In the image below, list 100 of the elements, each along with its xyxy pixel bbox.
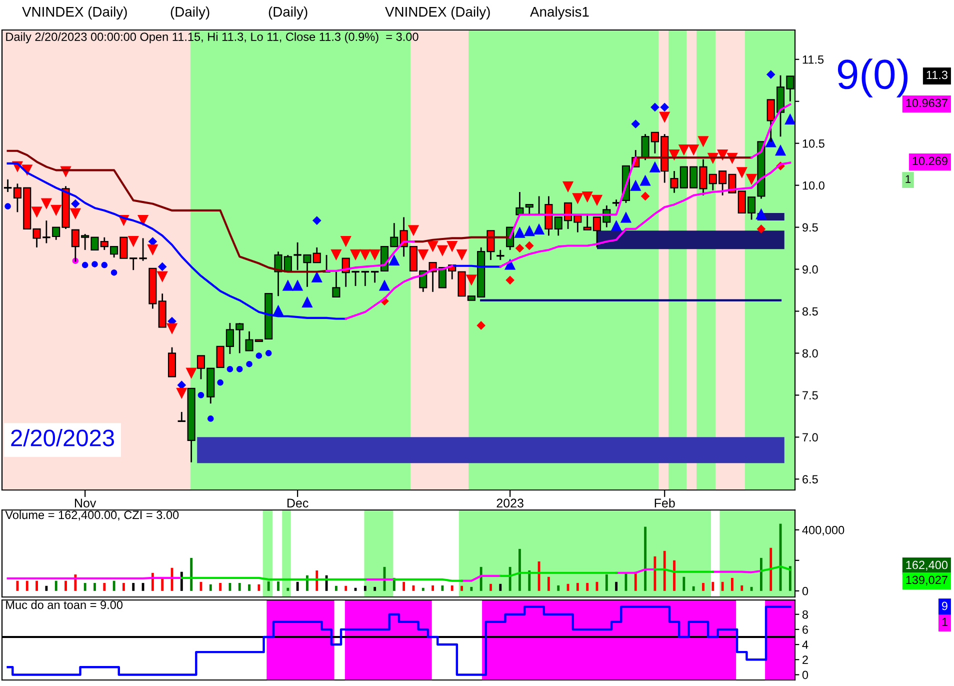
- point: [226, 366, 234, 372]
- point: [620, 212, 632, 223]
- bar: [770, 548, 772, 591]
- chart-title: Daily 2/20/2023 00:00:00 Open 11.15, Hi 11.3, Lo 11, Close 11.3 (0.9%) = 3.00: [6, 32, 418, 44]
- bar: [663, 550, 666, 591]
- point: [784, 113, 795, 125]
- text: 1: [942, 618, 948, 626]
- x-tick-label: Feb: [654, 498, 675, 508]
- y-tick-label: 8.5: [802, 307, 818, 316]
- point: [246, 360, 252, 368]
- point: [591, 194, 603, 206]
- candlestick: [496, 249, 506, 261]
- point: [678, 144, 690, 156]
- text: 10.269: [912, 156, 948, 166]
- bar: [673, 560, 676, 591]
- point: [524, 241, 534, 250]
- point: [92, 261, 98, 268]
- text: 162,400: [906, 560, 948, 571]
- bar: [228, 582, 232, 591]
- bar: [576, 582, 579, 591]
- candlestick: [516, 191, 524, 216]
- bar: [16, 580, 19, 591]
- point: [4, 203, 11, 210]
- point: [698, 136, 709, 148]
- text: 139,027: [906, 576, 948, 586]
- bar: [238, 582, 241, 591]
- point: [31, 206, 42, 218]
- bar: [432, 585, 434, 591]
- bar: [721, 582, 724, 591]
- candlestick: [370, 270, 380, 284]
- point: [101, 262, 108, 268]
- bar: [84, 582, 86, 591]
- point: [436, 245, 448, 256]
- text: VNINDEX (Daily): [22, 6, 127, 20]
- point: [70, 208, 81, 220]
- bar: [470, 586, 473, 591]
- bar: [122, 582, 125, 591]
- point: [128, 236, 139, 248]
- point: [688, 144, 700, 156]
- bar: [605, 574, 608, 591]
- point: [330, 249, 342, 261]
- bar: [45, 586, 48, 591]
- point: [660, 102, 670, 112]
- point: [292, 280, 304, 291]
- point: [562, 181, 574, 193]
- point: [156, 271, 168, 282]
- bar: [112, 580, 116, 591]
- bar: [209, 584, 212, 591]
- y-tick-label: 9.0: [802, 265, 818, 274]
- y-tick-label: 9.5: [802, 223, 818, 232]
- bar: [190, 558, 193, 591]
- y-tick-label: 8: [802, 610, 808, 619]
- y-tick-label: 10.0: [802, 181, 824, 190]
- bar: [374, 586, 376, 591]
- bar: [528, 570, 531, 591]
- bar: [557, 585, 560, 591]
- candlestick: [332, 270, 340, 298]
- bar: [54, 580, 58, 591]
- bar: [132, 582, 135, 591]
- point: [515, 244, 524, 253]
- point: [166, 323, 178, 334]
- chart-title: Muc do an toan = 9.00: [6, 600, 123, 610]
- point: [40, 198, 52, 210]
- candlestick: [176, 411, 186, 422]
- point: [176, 388, 188, 400]
- point: [236, 366, 243, 372]
- point: [659, 112, 670, 123]
- point: [137, 214, 149, 226]
- point: [756, 224, 766, 234]
- point: [650, 102, 660, 112]
- chart-title: Volume = 162,400.00, CZI = 3.00: [5, 510, 179, 520]
- point: [446, 241, 458, 252]
- bar: [740, 585, 744, 591]
- bar: [277, 581, 280, 591]
- bar: [441, 585, 444, 591]
- bar: [547, 576, 550, 591]
- bar: [788, 566, 792, 591]
- candlestick: [360, 270, 370, 287]
- y-tick-label: 6: [802, 625, 808, 634]
- point: [147, 244, 158, 256]
- point: [774, 144, 786, 156]
- bar: [508, 566, 512, 591]
- point: [312, 216, 322, 225]
- bar: [161, 578, 164, 591]
- point: [533, 223, 545, 234]
- y-tick-label: 2: [802, 656, 808, 664]
- bar: [286, 588, 290, 591]
- candlestick: [138, 237, 148, 262]
- point: [746, 174, 758, 185]
- text: (Daily): [268, 6, 308, 20]
- bar: [364, 586, 366, 591]
- point: [158, 262, 167, 272]
- point: [378, 280, 390, 291]
- point: [70, 199, 80, 208]
- point: [514, 226, 526, 238]
- point: [572, 193, 584, 204]
- text: VNINDEX (Daily): [385, 6, 490, 20]
- x-tick-label: 2023: [496, 498, 524, 508]
- text: 10.9637: [906, 98, 948, 108]
- point: [208, 416, 214, 422]
